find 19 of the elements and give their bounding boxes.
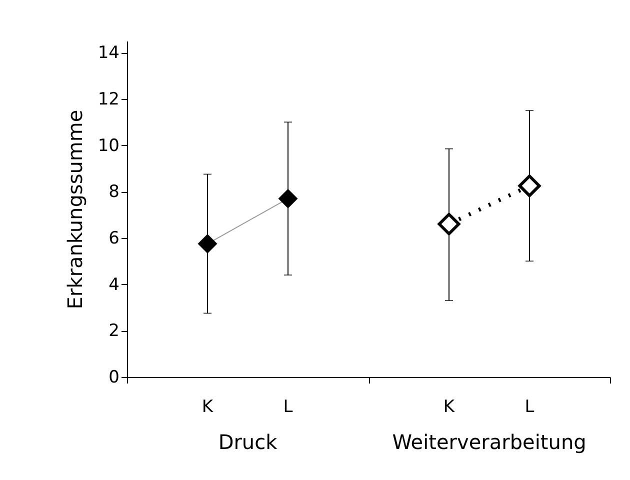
point xyxy=(518,174,541,198)
point xyxy=(278,188,298,208)
x-tick-label: K xyxy=(443,397,456,417)
y-tick-label: 2 xyxy=(108,321,120,342)
y-tick-label: 8 xyxy=(108,182,120,202)
x-tick-label: L xyxy=(524,397,535,417)
x-tick-label: L xyxy=(283,397,294,417)
y-tick-label: 0 xyxy=(108,368,120,388)
y-axis-title: Erkrankungssumme xyxy=(62,110,87,310)
y-tick-label: 12 xyxy=(98,89,120,110)
point xyxy=(198,234,218,254)
y-tick-label: 6 xyxy=(108,228,120,248)
text: Weiterverarbeitung xyxy=(392,430,586,454)
y-tick-label: 14 xyxy=(98,43,120,64)
y-tick-label: 4 xyxy=(108,274,120,295)
y-tick-label: 10 xyxy=(98,136,120,156)
text: Druck xyxy=(218,430,278,454)
point xyxy=(438,212,460,236)
x-tick-label: K xyxy=(202,397,214,417)
